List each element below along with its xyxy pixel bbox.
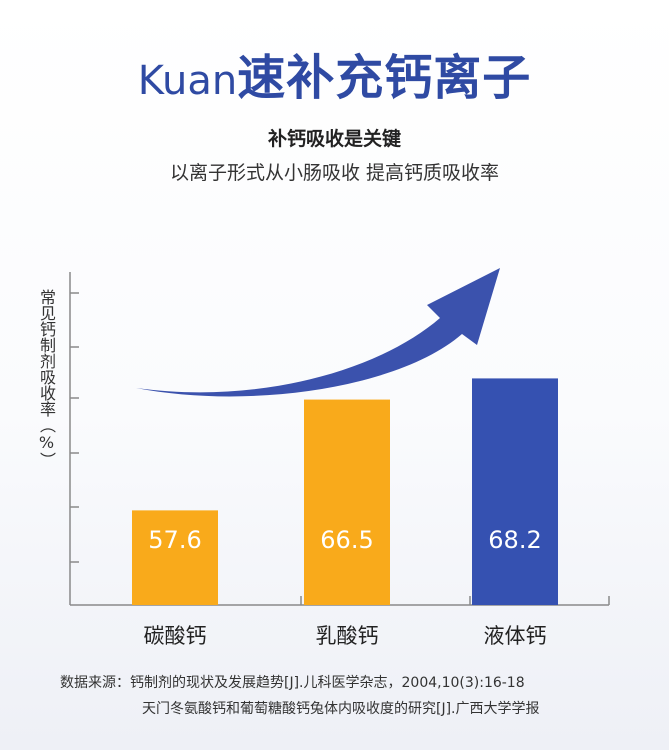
y-axis-label: 常见钙制剂吸收率（%） [37, 288, 56, 468]
bar-value-label-1: 57.6 [148, 526, 201, 554]
bar-3 [472, 378, 558, 605]
category-label-2: 乳酸钙 [316, 624, 379, 648]
bar-value-label-2: 66.5 [320, 526, 373, 554]
headline-main: 速补充钙离子 [237, 50, 532, 106]
subtitle-bold: 补钙吸收是关键 [267, 128, 401, 150]
category-label-3: 液体钙 [484, 624, 547, 648]
headline: Kuan速补充钙离子 [0, 38, 669, 108]
source-note: 数据来源：钙制剂的现状及发展趋势[J].儿科医学杂志，2004,10(3):16… [60, 670, 660, 722]
category-label-1: 碳酸钙 [144, 624, 207, 648]
bar-value-label-3: 68.2 [488, 526, 541, 554]
bar-1 [132, 510, 218, 605]
source-line-2: 天门冬氨酸钙和葡萄糖酸钙兔体内吸收度的研究[J].广西大学学报 [142, 701, 540, 717]
trend-arrow [136, 268, 500, 397]
subtitle: 以离子形式从小肠吸收 提高钙质吸收率 [169, 162, 500, 184]
headline-brand: Kuan [137, 58, 238, 104]
source-line-1: 数据来源：钙制剂的现状及发展趋势[J].儿科医学杂志，2004,10(3):16… [60, 675, 525, 691]
bar-2 [304, 399, 390, 605]
